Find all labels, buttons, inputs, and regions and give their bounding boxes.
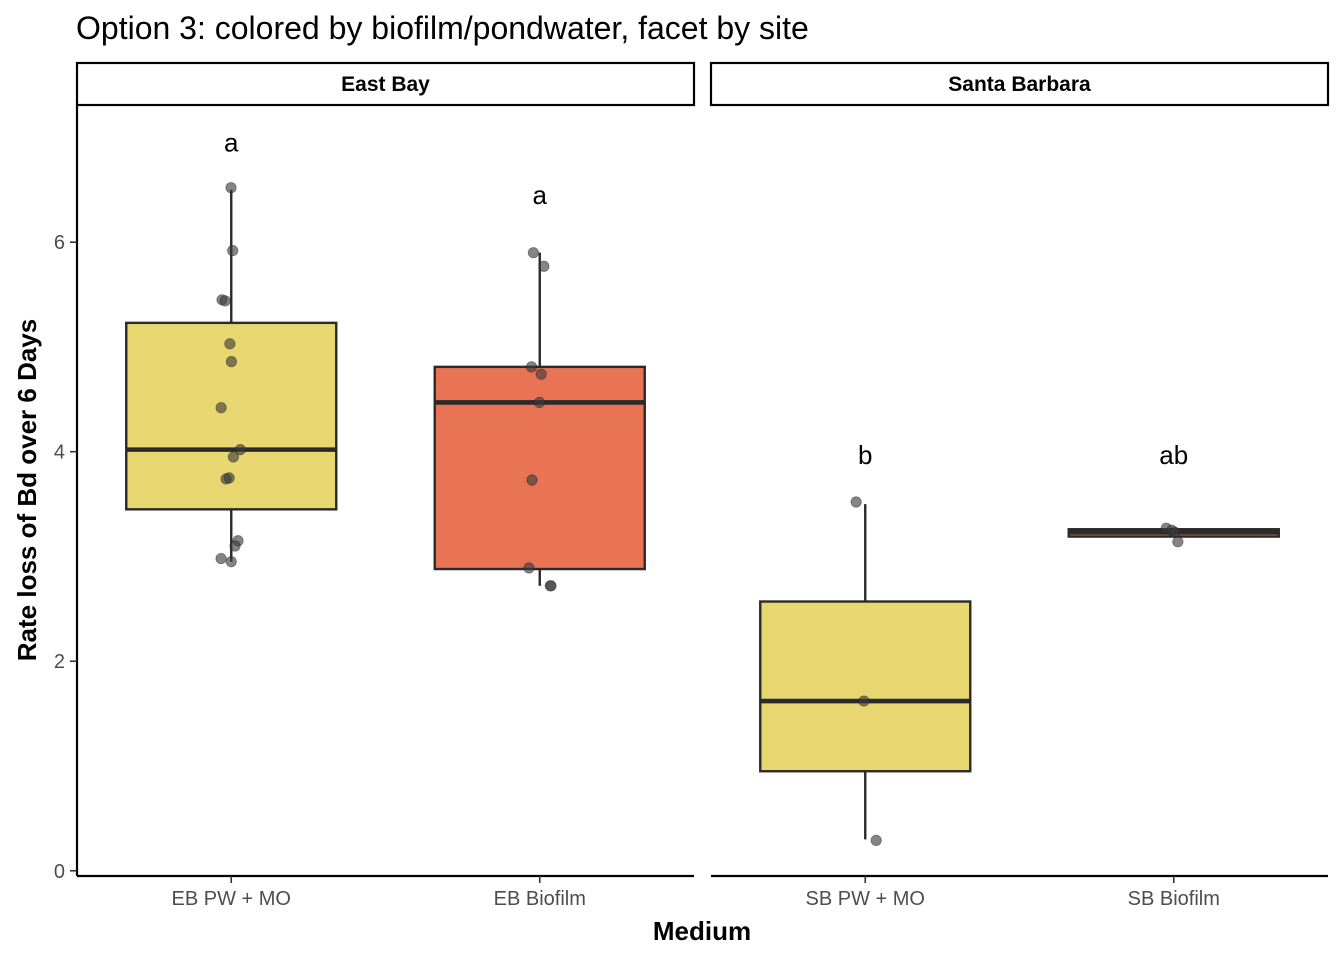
box-group: a: [433, 180, 646, 592]
data-point: [220, 473, 232, 485]
y-axis-title: Rate loss of Bd over 6 Days: [12, 319, 42, 661]
data-point: [219, 295, 231, 307]
data-point: [215, 402, 227, 414]
facet-strip: [75, 61, 696, 107]
box: [759, 600, 972, 773]
facet-strip-label: Santa Barbara: [948, 73, 1091, 96]
y-tick-label: 4: [54, 442, 65, 464]
data-point: [525, 361, 538, 373]
data-point: [215, 552, 227, 565]
data-point: [523, 562, 535, 574]
data-point: [533, 396, 546, 409]
facet-strip-label: East Bay: [341, 73, 430, 96]
facet-panel: aa: [125, 128, 646, 592]
data-point: [229, 540, 241, 552]
data-point: [225, 556, 237, 568]
y-tick-label: 0: [54, 861, 65, 883]
data-point: [234, 444, 246, 456]
y-tick-label: 6: [54, 232, 65, 254]
x-tick-label: SB Biofilm: [1128, 888, 1220, 910]
facet-panel: b ab: [759, 440, 1280, 846]
significance-label: a: [533, 180, 548, 210]
data-point: [1169, 526, 1181, 538]
chart-title: Option 3: colored by biofilm/pondwater, …: [76, 10, 809, 46]
data-point: [527, 247, 539, 259]
data-point: [1172, 536, 1184, 548]
data-point: [535, 368, 547, 380]
box-group: b: [759, 440, 972, 846]
data-point: [526, 474, 538, 486]
data-point: [225, 356, 238, 368]
data-point: [225, 182, 237, 194]
box-group: ab: [1067, 440, 1280, 548]
facet-panels: aab ab: [125, 128, 1280, 846]
data-point: [227, 451, 239, 463]
significance-label: ab: [1159, 440, 1188, 470]
facet-strip: [709, 61, 1330, 107]
x-tick-label: EB PW + MO: [172, 888, 291, 910]
x-axes: EB PW + MO EB Biofilm SB PW + MO SB Biofilm: [77, 874, 1328, 910]
data-point: [227, 244, 239, 257]
facet-strips: East Bay Santa Barbara: [75, 61, 1330, 107]
box-group: a: [125, 128, 338, 568]
x-tick-label: EB Biofilm: [494, 888, 586, 910]
data-point: [858, 695, 870, 707]
data-point: [224, 338, 236, 350]
x-tick-label: SB PW + MO: [806, 888, 925, 910]
data-point: [538, 260, 550, 272]
significance-label: b: [858, 440, 872, 470]
data-point: [850, 496, 862, 508]
data-point: [870, 834, 882, 846]
x-axis-title: Medium: [653, 916, 751, 946]
significance-label: a: [224, 128, 239, 158]
data-point: [545, 580, 557, 592]
y-axis: 0 2 4 6: [54, 106, 79, 883]
y-tick-label: 2: [54, 651, 65, 673]
